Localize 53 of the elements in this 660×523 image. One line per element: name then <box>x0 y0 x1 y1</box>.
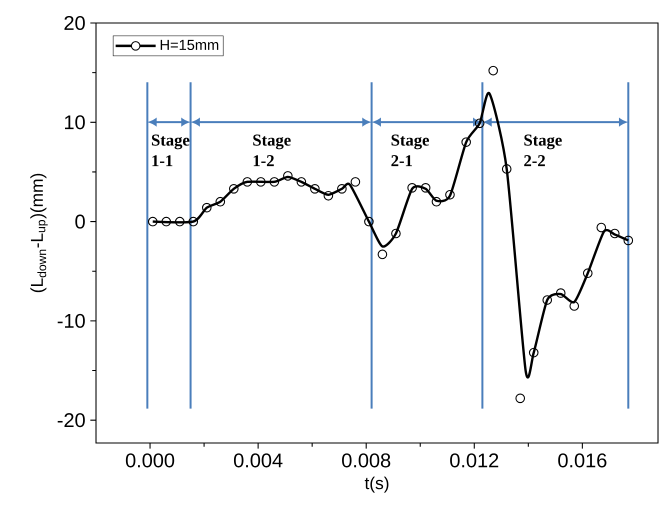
point <box>229 184 239 194</box>
point <box>502 164 512 174</box>
x-tick-label: 0.016 <box>558 453 606 468</box>
point <box>420 183 430 193</box>
x-axis-title: t(s) <box>364 476 388 493</box>
legend-label: H=15mm <box>160 40 218 50</box>
point <box>283 171 293 181</box>
point <box>337 184 347 194</box>
annotation: Stage 2-2 <box>524 134 562 166</box>
point <box>148 216 158 226</box>
point <box>174 216 185 226</box>
annotation: Stage 1-2 <box>253 134 291 166</box>
y-tick-label: 20 <box>64 16 85 30</box>
point <box>188 216 198 226</box>
x-tick-label: 0.012 <box>450 453 498 468</box>
point <box>596 222 606 232</box>
point <box>378 250 388 260</box>
point <box>542 295 552 305</box>
point <box>296 177 306 187</box>
point <box>161 216 172 226</box>
x-tick-label: 0.000 <box>126 453 174 468</box>
point <box>569 301 580 311</box>
point <box>242 177 252 187</box>
point <box>461 137 471 147</box>
x-tick-label: 0.004 <box>234 453 282 468</box>
point <box>623 236 634 246</box>
point <box>528 348 539 358</box>
y-axis-title: (L$_{down}$-L$_{up}$)(mm) <box>30 174 48 292</box>
point <box>364 216 374 226</box>
point <box>582 268 593 278</box>
point <box>350 177 360 187</box>
point <box>488 66 498 76</box>
point <box>324 190 334 201</box>
y-tick-label: 0 <box>75 214 85 229</box>
point <box>310 184 320 194</box>
point <box>432 196 442 207</box>
y-tick-label: -10 <box>58 314 85 328</box>
point <box>445 190 455 200</box>
point <box>610 228 620 238</box>
point <box>270 177 280 187</box>
point <box>391 228 401 238</box>
point <box>407 183 417 193</box>
point <box>202 202 212 212</box>
y-tick-label: 10 <box>65 115 85 130</box>
annotation: Stage 2-1 <box>391 134 430 166</box>
point <box>215 196 226 207</box>
annotation: Stage 1-1 <box>152 134 190 166</box>
y-tick-label: -20 <box>58 413 85 428</box>
point <box>256 177 266 187</box>
x-tick-label: 0.008 <box>342 453 390 468</box>
point <box>556 288 566 298</box>
point <box>515 394 526 404</box>
point <box>474 118 484 128</box>
